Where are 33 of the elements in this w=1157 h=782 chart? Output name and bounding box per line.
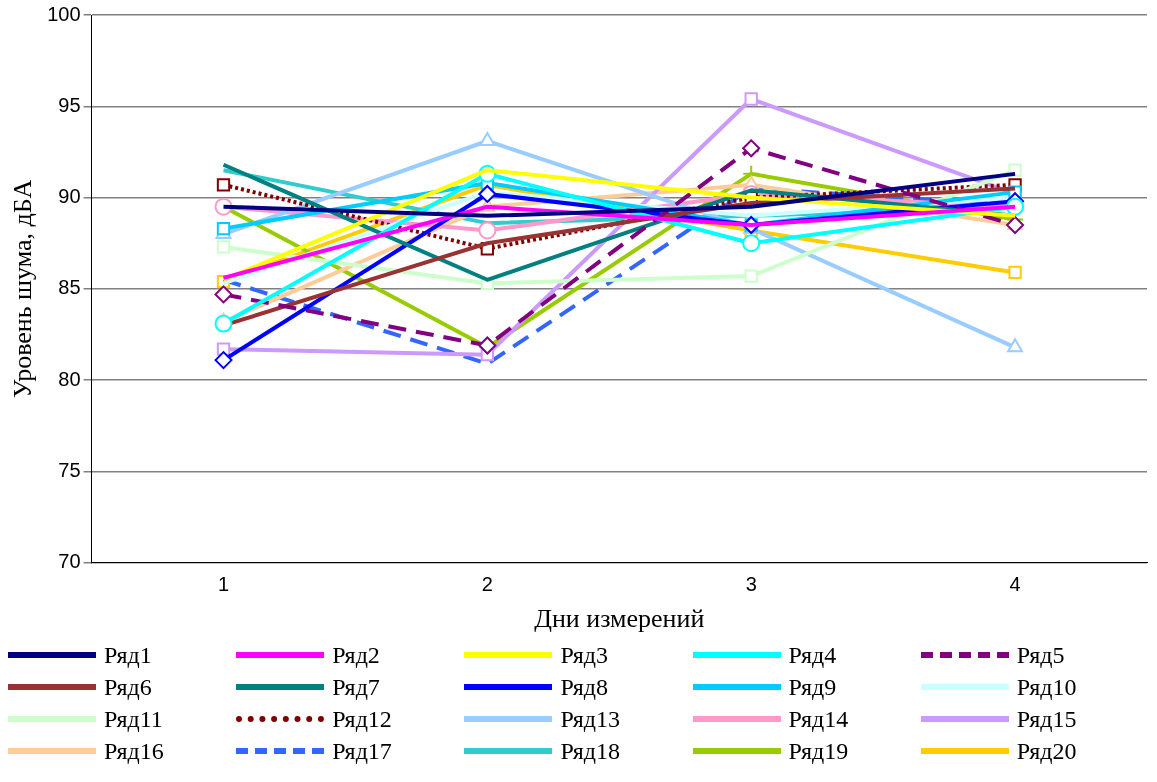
y-tick-label: 100: [47, 2, 81, 25]
x-tick-label: 1: [217, 573, 230, 596]
legend-label: Ряд10: [1016, 673, 1077, 702]
x-tick-label: 3: [745, 573, 757, 596]
legend-label: Ряд4: [788, 641, 837, 670]
legend-label: Ряд7: [332, 673, 380, 702]
legend-label: Ряд9: [788, 673, 837, 702]
legend-label: Ряд20: [1016, 737, 1077, 766]
y-tick-label: 85: [58, 276, 81, 299]
legend-label: Ряд2: [332, 641, 380, 670]
y-tick-label: 75: [58, 459, 81, 482]
legend-label: Ряд19: [788, 737, 849, 766]
y-tick-label: 90: [58, 185, 81, 208]
legend-label: Ряд17: [332, 737, 392, 766]
x-axis-title: Дни измерений: [534, 604, 705, 634]
y-tick-label: 95: [58, 93, 81, 116]
y-tick-label: 70: [58, 550, 81, 573]
x-tick-label: 2: [481, 573, 493, 596]
legend-label: Ряд12: [332, 705, 392, 734]
y-tick-label: 80: [58, 367, 81, 390]
y-axis-title: Уровень шума, дБА: [8, 179, 38, 398]
legend-label: Ряд15: [1016, 705, 1077, 734]
legend-label: Ряд11: [104, 705, 163, 734]
legend-label: Ряд5: [1016, 641, 1065, 670]
legend-label: Ряд18: [560, 737, 621, 766]
legend-label: Ряд6: [104, 673, 152, 702]
legend-label: Ряд13: [560, 705, 621, 734]
legend-label: Ряд16: [104, 737, 164, 766]
x-tick-label: 4: [1009, 573, 1021, 596]
legend-label: Ряд1: [104, 641, 152, 670]
legend-label: Ряд14: [788, 705, 849, 734]
legend-label: Ряд3: [560, 641, 609, 670]
legend-label: Ряд8: [560, 673, 609, 702]
